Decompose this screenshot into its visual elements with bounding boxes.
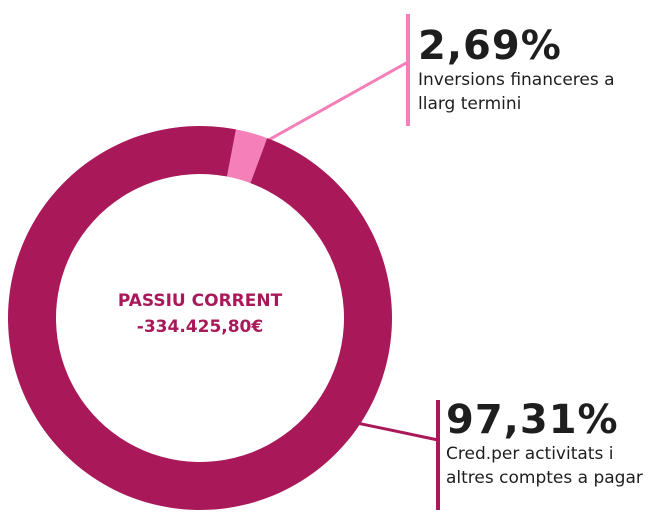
leader-line bbox=[245, 60, 409, 154]
center-value: -334.425,80€ bbox=[136, 317, 264, 337]
label-1: 97,31% Cred.per activitats i altres comp… bbox=[446, 398, 646, 490]
leader-line bbox=[338, 417, 439, 442]
donut-slice bbox=[226, 129, 268, 184]
center-label: PASSIU CORRENT -334.425,80€ bbox=[100, 288, 300, 340]
value-label: 2,69% bbox=[418, 23, 562, 69]
center-title: PASSIU CORRENT bbox=[117, 291, 283, 311]
label-0: 2,69% Inversions financeres a llarg term… bbox=[418, 24, 648, 116]
category-label: Inversions financeres a llarg termini bbox=[418, 70, 615, 114]
category-label: Cred.per activitats i altres comptes a p… bbox=[446, 444, 643, 488]
value-label: 97,31% bbox=[446, 397, 619, 443]
